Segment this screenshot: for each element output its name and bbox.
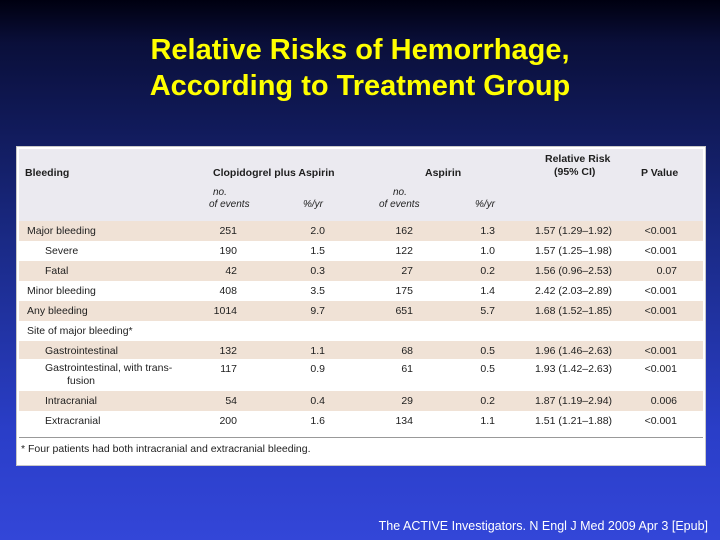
cell-asp-rate: 0.5	[480, 345, 495, 357]
cell-asp-events: 29	[401, 395, 413, 407]
cell-relative-risk: 2.42 (2.03–2.89)	[535, 285, 613, 297]
cell-relative-risk: 1.68 (1.52–1.85)	[535, 305, 613, 317]
header-bleeding: Bleeding	[25, 167, 70, 179]
cell-clop-events: 1014	[213, 305, 237, 317]
cell-asp-events: 134	[395, 415, 413, 427]
cell-pvalue: 0.07	[656, 265, 677, 277]
citation: The ACTIVE Investigators. N Engl J Med 2…	[378, 519, 708, 533]
cell-clop-rate: 1.5	[310, 245, 325, 257]
table-row: Extracranial 200 1.6 134 1.1 1.51 (1.21–1.88)…	[19, 411, 703, 431]
table-row: Intracranial 54 0.4 29 0.2 1.87 (1.19–2.94) 0.…	[19, 391, 703, 411]
cell-relative-risk: 1.93 (1.42–2.63)	[535, 363, 613, 375]
cell-pvalue: <0.001	[644, 305, 677, 317]
bleeding-table: Bleeding Clopidogrel plus Aspirin Aspiri…	[16, 146, 706, 466]
row-label: Gastrointestinal	[45, 345, 118, 357]
table-footnote: * Four patients had both intracranial an…	[21, 443, 311, 455]
cell-clop-rate: 1.1	[310, 345, 325, 357]
cell-relative-risk: 1.57 (1.25–1.98)	[535, 245, 613, 257]
header-rr-line2: (95% CI)	[554, 166, 596, 178]
table-row: Severe 190 1.5 122 1.0 1.57 (1.25–1.98) <0.001	[19, 241, 703, 261]
cell-relative-risk: 1.57 (1.29–1.92)	[535, 225, 613, 237]
cell-clop-events: 251	[219, 225, 237, 237]
row-label: Severe	[45, 245, 79, 257]
cell-pvalue: <0.001	[644, 345, 677, 357]
cell-pvalue: <0.001	[644, 285, 677, 297]
cell-clop-events: 54	[225, 395, 237, 407]
cell-asp-rate: 5.7	[480, 305, 495, 317]
cell-asp-events: 651	[395, 305, 413, 317]
cell-clop-rate: 0.3	[310, 265, 325, 277]
unit-a-no: no.	[393, 187, 407, 198]
footnote-divider	[19, 437, 703, 438]
cell-asp-events: 122	[395, 245, 413, 257]
row-label: Minor bleeding	[27, 285, 96, 297]
table-row: Any bleeding 1014 9.7 651 5.7 1.68 (1.52–1.85…	[19, 301, 703, 321]
table-row: Major bleeding 251 2.0 162 1.3 1.57 (1.29–1.9…	[19, 221, 703, 241]
unit-a-peryr: %/yr	[475, 199, 495, 210]
title-line-2: According to Treatment Group	[149, 70, 571, 102]
cell-clop-rate: 1.6	[310, 415, 325, 427]
row-label: Major bleeding	[27, 225, 96, 237]
header-rr-line1: Relative Risk	[545, 153, 611, 165]
cell-asp-events: 175	[395, 285, 413, 297]
table-row: Minor bleeding 408 3.5 175 1.4 2.42 (2.03–2.8…	[19, 281, 703, 301]
cell-asp-rate: 1.4	[480, 285, 495, 297]
row-label: Intracranial	[45, 395, 97, 407]
table-row: Gastrointestinal, with trans-fusion 117 0.…	[19, 359, 703, 391]
cell-asp-events: 61	[401, 363, 413, 375]
cell-asp-rate: 0.2	[480, 395, 495, 407]
cell-asp-rate: 1.1	[480, 415, 495, 427]
cell-pvalue: <0.001	[644, 245, 677, 257]
cell-relative-risk: 1.51 (1.21–1.88)	[535, 415, 613, 427]
row-label: Extracranial	[45, 415, 101, 427]
row-label-line1: Gastrointestinal, with trans-	[45, 362, 173, 374]
cell-clop-events: 408	[219, 285, 237, 297]
unit-c-events: of events	[209, 199, 250, 210]
unit-c-no: no.	[213, 187, 227, 198]
table-row: Site of major bleeding*	[19, 321, 703, 341]
cell-clop-rate: 0.4	[310, 395, 325, 407]
cell-relative-risk: 1.56 (0.96–2.53)	[535, 265, 613, 277]
cell-pvalue: 0.006	[650, 395, 677, 407]
cell-asp-rate: 1.3	[480, 225, 495, 237]
cell-clop-rate: 2.0	[310, 225, 325, 237]
cell-pvalue: <0.001	[644, 225, 677, 237]
cell-clop-rate: 9.7	[310, 305, 325, 317]
cell-relative-risk: 1.87 (1.19–2.94)	[535, 395, 613, 407]
cell-asp-rate: 0.5	[480, 363, 495, 375]
cell-asp-rate: 1.0	[480, 245, 495, 257]
cell-pvalue: <0.001	[644, 415, 677, 427]
table-header-band	[19, 149, 703, 221]
cell-asp-events: 27	[401, 265, 413, 277]
unit-a-events: of events	[379, 199, 420, 210]
cell-clop-events: 42	[225, 265, 237, 277]
cell-clop-rate: 0.9	[310, 363, 325, 375]
cell-clop-events: 117	[220, 363, 237, 375]
row-label: Fatal	[45, 265, 69, 277]
table-row: Fatal 42 0.3 27 0.2 1.56 (0.96–2.53) 0.07	[19, 261, 703, 281]
header-pvalue: P Value	[641, 167, 679, 179]
cell-clop-rate: 3.5	[310, 285, 325, 297]
slide-title: Relative Risks of Hemorrhage, According …	[0, 32, 720, 104]
cell-asp-rate: 0.2	[480, 265, 495, 277]
cell-clop-events: 200	[219, 415, 237, 427]
table-row: Gastrointestinal 132 1.1 68 0.5 1.96 (1.46–2.…	[19, 341, 703, 359]
title-line-1: Relative Risks of Hemorrhage,	[150, 34, 570, 66]
header-aspirin: Aspirin	[425, 167, 462, 179]
unit-c-peryr: %/yr	[303, 199, 323, 210]
cell-relative-risk: 1.96 (1.46–2.63)	[535, 345, 613, 357]
cell-pvalue: <0.001	[644, 363, 677, 375]
header-clopidogrel: Clopidogrel plus Aspirin	[213, 167, 335, 179]
row-label: Any bleeding	[27, 305, 88, 317]
cell-clop-events: 190	[219, 245, 237, 257]
cell-asp-events: 68	[401, 345, 413, 357]
cell-asp-events: 162	[395, 225, 413, 237]
row-label: Site of major bleeding*	[27, 325, 133, 337]
cell-clop-events: 132	[219, 345, 237, 357]
row-label-line2: fusion	[67, 375, 96, 387]
